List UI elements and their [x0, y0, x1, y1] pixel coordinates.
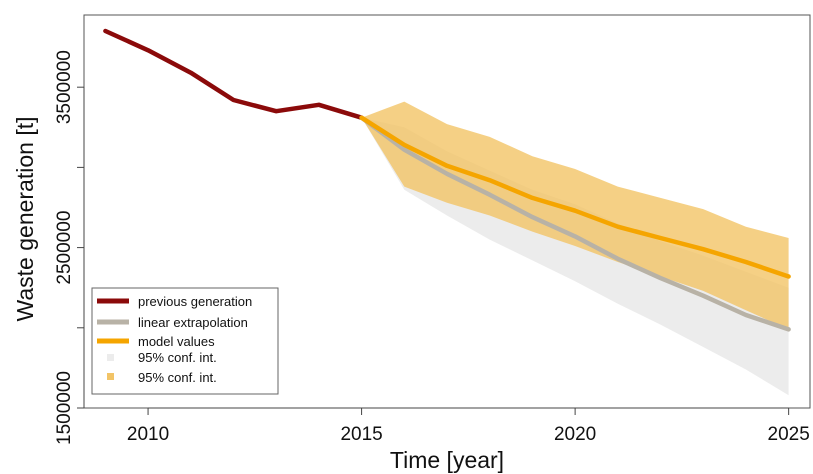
legend-label-model-values: model values: [138, 334, 215, 349]
confidence-band-orange: [361, 101, 789, 330]
legend-label-linear-extrapolation: linear extrapolation: [138, 315, 248, 330]
series-line-previous-generation: [103, 28, 364, 120]
y-tick-label: 3500000: [54, 50, 75, 124]
series-line-linear-extrapolation: [359, 115, 791, 332]
x-tick-label: 2020: [554, 424, 596, 445]
series-line-model-values: [359, 115, 791, 279]
x-tick-label: 2010: [127, 424, 169, 445]
x-tick-label: 2025: [768, 424, 810, 445]
legend-label-grey-band: 95% conf. int.: [138, 350, 217, 365]
legend-swatch-orange-band: [107, 373, 114, 380]
legend-label-orange-band: 95% conf. int.: [138, 370, 217, 385]
x-axis-title: Time [year]: [390, 447, 504, 473]
legend-label-previous-generation: previous generation: [138, 294, 252, 309]
confidence-bands: [361, 101, 789, 396]
y-tick-label: 1500000: [54, 371, 75, 445]
y-axis-title: Waste generation [t]: [12, 117, 38, 322]
y-axis: 1500000 2500000 3500000: [54, 50, 85, 445]
y-tick-label: 2500000: [54, 211, 75, 285]
series-lines: [103, 28, 791, 332]
legend: previous generation linear extrapolation…: [91, 287, 279, 395]
legend-swatch-grey-band: [107, 354, 114, 361]
x-tick-label: 2015: [340, 424, 382, 445]
x-axis: 2010 2015 2020 2025: [127, 407, 810, 445]
